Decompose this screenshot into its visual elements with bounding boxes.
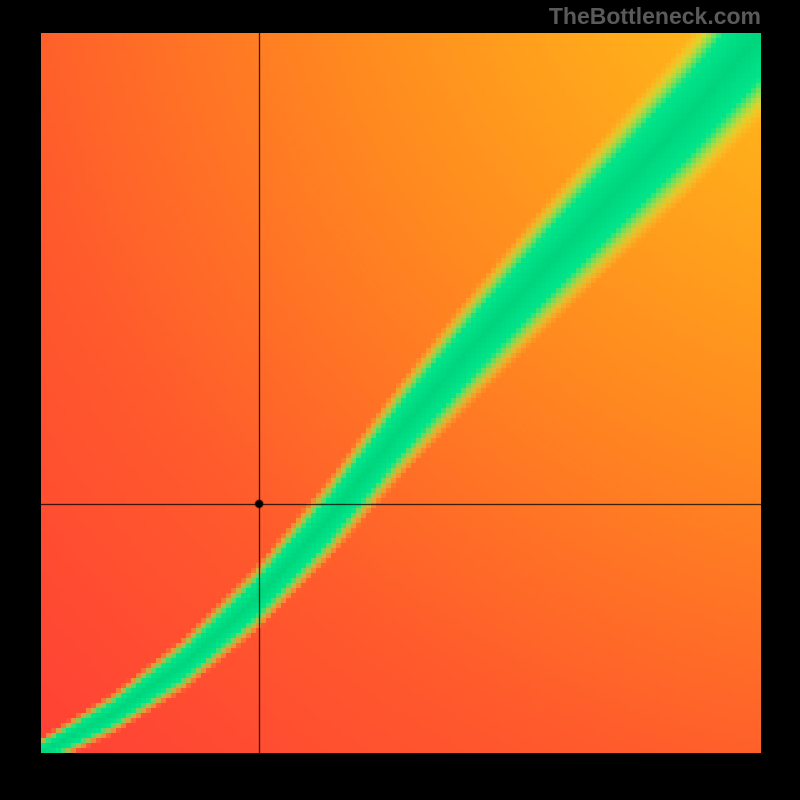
watermark-text: TheBottleneck.com — [549, 3, 761, 30]
bottleneck-heatmap — [41, 33, 761, 753]
chart-container: TheBottleneck.com — [0, 0, 800, 800]
